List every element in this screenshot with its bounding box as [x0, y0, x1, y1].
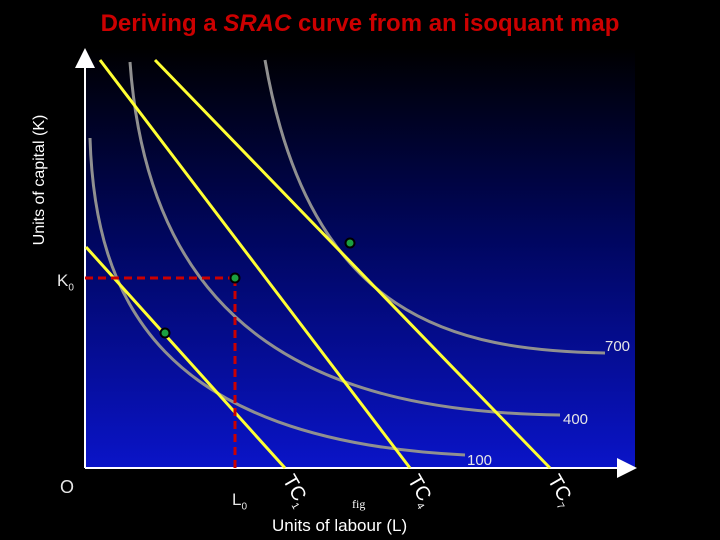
- fig-label: fig: [352, 497, 366, 511]
- tangency-point-tc7: [344, 237, 356, 249]
- plot-area: [85, 48, 635, 468]
- slide-title: Deriving a SRAC curve from an isoquant m…: [100, 10, 620, 37]
- cost-line-tc7: [153, 58, 552, 470]
- isoquant-100: [88, 137, 466, 457]
- isoquant-400: [128, 61, 561, 417]
- cost-line-tc4: [98, 59, 412, 469]
- x-axis-label: Units of labour (L): [272, 516, 408, 535]
- origin-label: O: [60, 477, 75, 497]
- tangency-point-tc1: [159, 327, 171, 339]
- isoquant-100-label: 100: [467, 452, 493, 469]
- l0-label: L0: [232, 490, 248, 513]
- y-axis-label: Units of capital (K): [31, 114, 48, 246]
- k0-label: K0: [57, 271, 74, 294]
- isoquant-400-label: 400: [563, 411, 589, 428]
- point-k0-l0: [229, 272, 241, 284]
- cost-line-tc1: [84, 245, 287, 470]
- isoquant-700: [263, 59, 606, 355]
- isoquant-700-label: 700: [605, 338, 631, 355]
